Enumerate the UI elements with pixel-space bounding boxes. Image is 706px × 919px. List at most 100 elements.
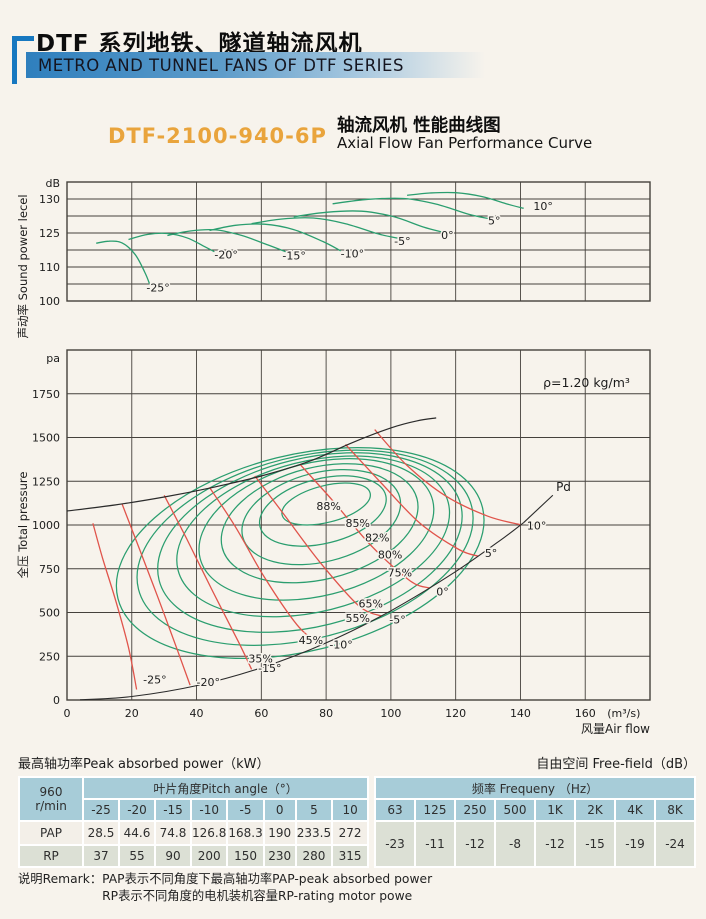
- efficiency-contour-75%: [198, 458, 435, 601]
- x-tick-label: 100: [380, 707, 401, 720]
- freefield-value: -12: [536, 822, 574, 866]
- frequency-header: 频率 Frequeny （Hz）: [376, 778, 694, 798]
- pitch-angle-header: 叶片角度Pitch angle（°）: [84, 778, 368, 798]
- pap-value: 233.5: [296, 822, 332, 844]
- y-tick-label: 110: [39, 261, 60, 274]
- pitch-label: -10°: [329, 638, 352, 651]
- pitch-label: -15°: [258, 662, 281, 675]
- max-pressure-envelope: [66, 417, 437, 512]
- pd-pointer-line: [523, 494, 554, 523]
- chart-title-en: Axial Flow Fan Performance Curve: [337, 134, 593, 152]
- rp-value: 37: [84, 846, 118, 866]
- freefield-value: -15: [576, 822, 614, 866]
- efficiency-contour-65%: [176, 455, 451, 618]
- rp-value: 315: [333, 846, 368, 866]
- pitch-label: -5°: [389, 613, 405, 626]
- angle-cell: -25: [84, 800, 118, 820]
- angle-cell: -15: [156, 800, 190, 820]
- x-tick-label: 60: [254, 707, 268, 720]
- peak-power-table-block: 最高轴功率Peak absorbed power（kW） 960 r/min 叶片角…: [18, 753, 370, 868]
- pitch-curve--20°: [121, 503, 191, 686]
- peak-power-table-title: 最高轴功率Peak absorbed power（kW）: [18, 757, 270, 772]
- chart-title-zh: 轴流风机 性能曲线图: [337, 116, 501, 136]
- pitch-curve--25°: [92, 523, 138, 690]
- sound-curve--10°: [209, 223, 341, 252]
- angle-cell: 0: [264, 800, 295, 820]
- y-tick-label: 1000: [32, 519, 60, 532]
- x-tick-label: 140: [510, 707, 531, 720]
- freefield-value: -23: [376, 822, 414, 866]
- curve-label: 0°: [441, 229, 454, 242]
- angle-cell: -20: [120, 800, 154, 820]
- efficiency-label: 75%: [388, 567, 412, 580]
- sound-level-chart: 100 110 125 130 dB 声动率 Sound power lecel -25° -…: [16, 177, 651, 338]
- y-tick-label: 500: [39, 607, 60, 620]
- remark: 说明Remark： PAP表示不同角度下最高轴功率PAP-peak absorb…: [18, 871, 432, 904]
- efficiency-contour-85%: [258, 475, 387, 547]
- angle-cell: 5: [296, 800, 332, 820]
- freefield-value: -11: [416, 822, 454, 866]
- pitch-curves: [92, 429, 521, 690]
- subtitle-bar: METRO AND TUNNEL FANS OF DTF SERIES: [26, 52, 586, 78]
- curve-label: -10°: [341, 248, 364, 261]
- y-tick-label: 100: [39, 295, 60, 308]
- sound-curve--20°: [128, 232, 215, 253]
- efficiency-label: 35%: [248, 653, 272, 666]
- pap-value: 28.5: [84, 822, 118, 844]
- pitch-label: 0°: [436, 585, 449, 598]
- frequency-cell: 1K: [536, 800, 574, 820]
- y-tick-label: 1250: [32, 475, 60, 488]
- sound-curves: [96, 191, 524, 285]
- remark-line-2: RP表示不同角度的电机装机容量RP-rating motor powe: [102, 888, 413, 903]
- sound-curve-10°: [407, 191, 524, 209]
- frequency-cell: 8K: [656, 800, 694, 820]
- efficiency-contours: [115, 446, 485, 660]
- y-axis-label: 声动率 Sound power lecel: [16, 194, 30, 338]
- pitch-label: 10°: [527, 519, 547, 532]
- angle-cell: -5: [228, 800, 263, 820]
- freefield-value: -19: [616, 822, 654, 866]
- frequency-cell: 2K: [576, 800, 614, 820]
- y-axis-label: 全压 Total pressure: [16, 472, 30, 579]
- x-tick-label: 120: [445, 707, 466, 720]
- efficiency-label: 55%: [346, 612, 370, 625]
- density-annotation: ρ=1.20 kg/m³: [543, 375, 630, 390]
- sound-curve--15°: [167, 228, 286, 253]
- angle-cell: 10: [333, 800, 368, 820]
- curve-label: -20°: [214, 249, 237, 262]
- grid: [66, 181, 651, 302]
- rp-value: 150: [228, 846, 263, 866]
- sound-curve--25°: [96, 240, 151, 285]
- sound-curve--5°: [251, 217, 398, 239]
- sound-curve-5°: [332, 197, 489, 220]
- x-tick-label: 40: [190, 707, 204, 720]
- efficiency-label: 45%: [299, 634, 323, 647]
- row-label-pap: PAP: [20, 822, 82, 844]
- efficiency-label: 82%: [365, 532, 389, 545]
- rp-value: 90: [156, 846, 190, 866]
- peak-power-table: 960 r/min 叶片角度Pitch angle（°） -25 -20 -15 -10 -5…: [18, 776, 370, 868]
- y-unit-label: dB: [45, 177, 60, 190]
- x-tick-label: 160: [575, 707, 596, 720]
- freefield-table-title: 自由空间 Free-field（dB）: [536, 757, 696, 772]
- bracket-decoration: [12, 36, 34, 84]
- y-tick-label: 750: [39, 563, 60, 576]
- curve-label: -5°: [394, 235, 410, 248]
- frequency-cell: 63: [376, 800, 414, 820]
- efficiency-contour-88%: [281, 482, 371, 526]
- remark-lines: PAP表示不同角度下最高轴功率PAP-peak absorbed power R…: [102, 871, 432, 904]
- pitch-curve-10°: [374, 429, 521, 526]
- frequency-cell: 4K: [616, 800, 654, 820]
- curve-label: -25°: [146, 282, 169, 295]
- angle-cell: -10: [192, 800, 227, 820]
- efficiency-contour-82%: [241, 468, 402, 566]
- row-label-rp: RP: [20, 846, 82, 866]
- efficiency-label: 65%: [359, 598, 383, 611]
- freefield-table-block: 自由空间 Free-field（dB） 频率 Frequeny （Hz） 63 12…: [374, 753, 696, 868]
- pap-value: 168.3: [228, 822, 263, 844]
- pitch-curve--5°: [254, 475, 382, 617]
- rp-value: 55: [120, 846, 154, 866]
- rp-value: 280: [296, 846, 332, 866]
- y-tick-label: 125: [39, 227, 60, 240]
- pitch-label: -25°: [143, 673, 166, 686]
